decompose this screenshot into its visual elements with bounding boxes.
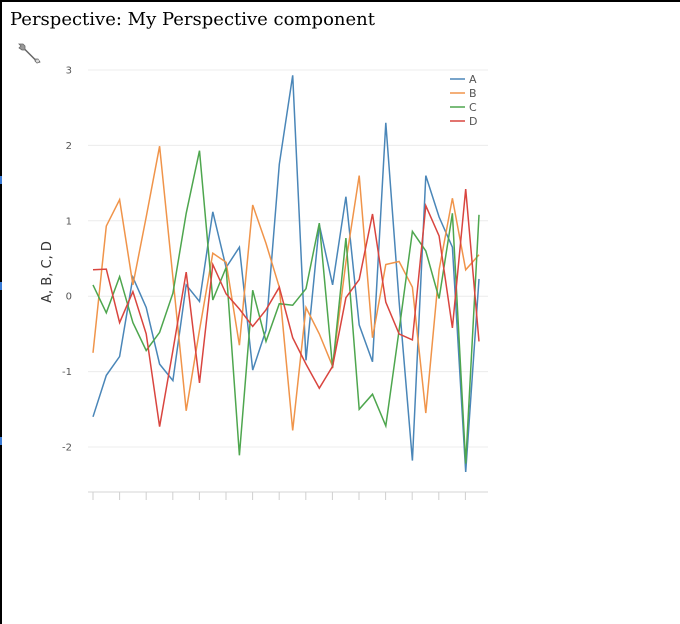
wrench-icon[interactable]	[16, 41, 42, 65]
y-tick-label: -1	[62, 367, 72, 378]
side-marker	[0, 437, 2, 445]
legend-label-B: B	[469, 87, 477, 100]
series-line-A	[92, 75, 480, 472]
page-title: Perspective: My Perspective component	[10, 9, 375, 30]
y-tick-label: 2	[66, 141, 72, 152]
y-tick-label: 3	[66, 66, 72, 77]
legend-label-A: A	[469, 73, 477, 86]
page-frame-top	[0, 0, 680, 2]
page-frame-left	[0, 0, 2, 624]
y-tick-label: -2	[62, 443, 72, 454]
series-layer	[92, 75, 480, 472]
side-marker	[0, 282, 2, 290]
series-line-C	[92, 150, 480, 464]
y-tick-label: 1	[66, 216, 72, 227]
side-marker	[0, 176, 2, 184]
legend-label-D: D	[469, 115, 477, 128]
series-line-D	[92, 189, 480, 427]
series-line-B	[92, 146, 480, 431]
legend-label-C: C	[469, 101, 477, 114]
axis-layer: -2 -1 0 1 2 3	[62, 66, 488, 500]
y-tick-label: 0	[66, 292, 72, 303]
y-axis-label: A, B, C, D	[40, 241, 55, 303]
